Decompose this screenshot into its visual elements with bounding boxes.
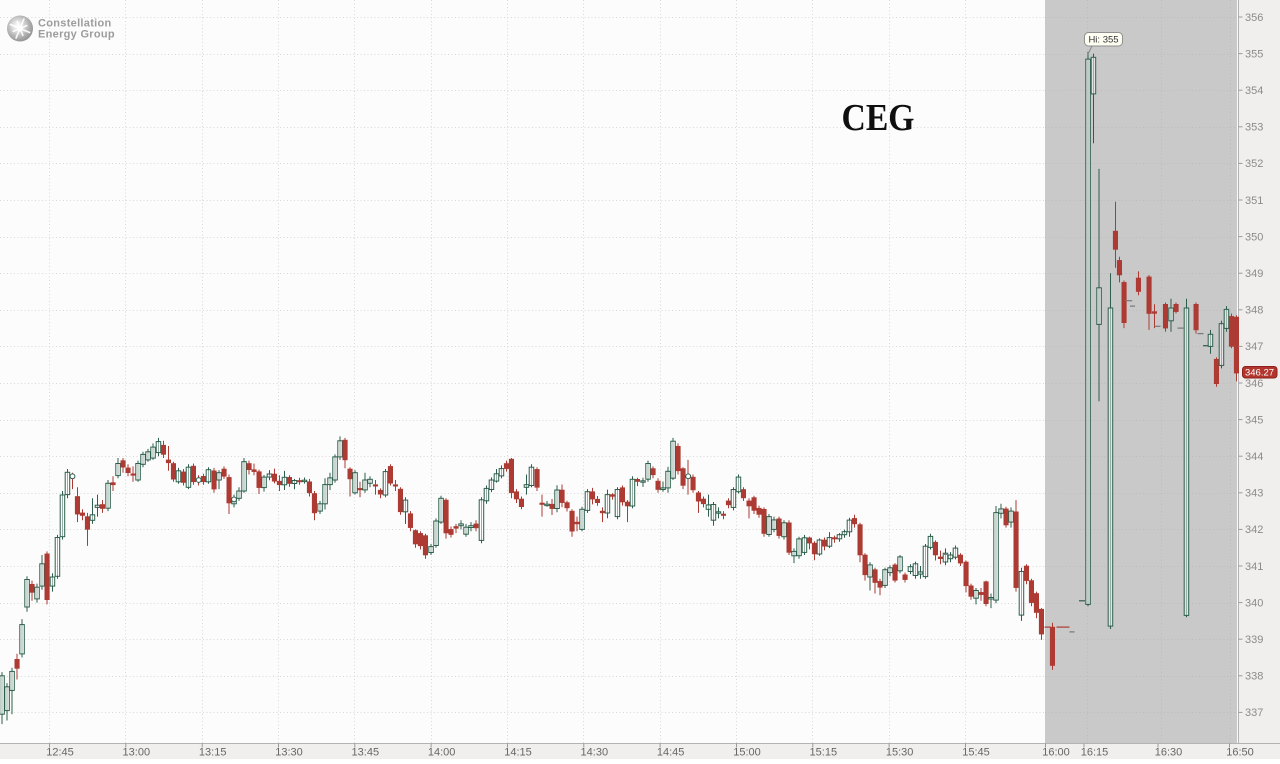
svg-text:16:50: 16:50 xyxy=(1226,747,1254,759)
svg-text:353: 353 xyxy=(1245,122,1263,134)
svg-text:349: 349 xyxy=(1245,268,1263,280)
svg-text:13:00: 13:00 xyxy=(123,747,151,759)
svg-text:16:00: 16:00 xyxy=(1042,747,1070,759)
svg-text:347: 347 xyxy=(1245,341,1263,353)
svg-text:14:30: 14:30 xyxy=(581,747,609,759)
svg-text:13:15: 13:15 xyxy=(199,747,227,759)
svg-text:13:30: 13:30 xyxy=(275,747,303,759)
svg-text:13:45: 13:45 xyxy=(352,747,380,759)
svg-text:339: 339 xyxy=(1245,634,1263,646)
svg-text:356: 356 xyxy=(1245,12,1263,24)
svg-text:352: 352 xyxy=(1245,158,1263,170)
svg-text:16:30: 16:30 xyxy=(1155,747,1183,759)
svg-text:343: 343 xyxy=(1245,488,1263,500)
svg-text:340: 340 xyxy=(1245,597,1263,609)
svg-text:338: 338 xyxy=(1245,671,1263,683)
svg-text:12:45: 12:45 xyxy=(46,747,74,759)
svg-text:337: 337 xyxy=(1245,707,1263,719)
svg-text:Hi: 355: Hi: 355 xyxy=(1088,35,1118,46)
svg-text:14:45: 14:45 xyxy=(657,747,685,759)
svg-text:351: 351 xyxy=(1245,195,1263,207)
svg-text:15:15: 15:15 xyxy=(810,747,838,759)
svg-text:16:15: 16:15 xyxy=(1081,747,1109,759)
svg-text:15:00: 15:00 xyxy=(733,747,761,759)
svg-text:15:30: 15:30 xyxy=(886,747,914,759)
svg-text:14:15: 14:15 xyxy=(504,747,532,759)
svg-text:348: 348 xyxy=(1245,305,1263,317)
svg-text:341: 341 xyxy=(1245,561,1263,573)
svg-text:355: 355 xyxy=(1245,48,1263,60)
svg-text:344: 344 xyxy=(1245,451,1263,463)
svg-text:346: 346 xyxy=(1245,378,1263,390)
svg-text:345: 345 xyxy=(1245,414,1263,426)
svg-text:Constellation: Constellation xyxy=(38,18,112,30)
svg-text:346.27: 346.27 xyxy=(1245,368,1274,379)
svg-text:350: 350 xyxy=(1245,231,1263,243)
svg-text:CEG: CEG xyxy=(842,97,915,139)
svg-text:354: 354 xyxy=(1245,85,1263,97)
svg-text:342: 342 xyxy=(1245,524,1263,536)
svg-text:15:45: 15:45 xyxy=(962,747,990,759)
svg-text:Energy Group: Energy Group xyxy=(38,29,115,41)
svg-text:14:00: 14:00 xyxy=(428,747,456,759)
